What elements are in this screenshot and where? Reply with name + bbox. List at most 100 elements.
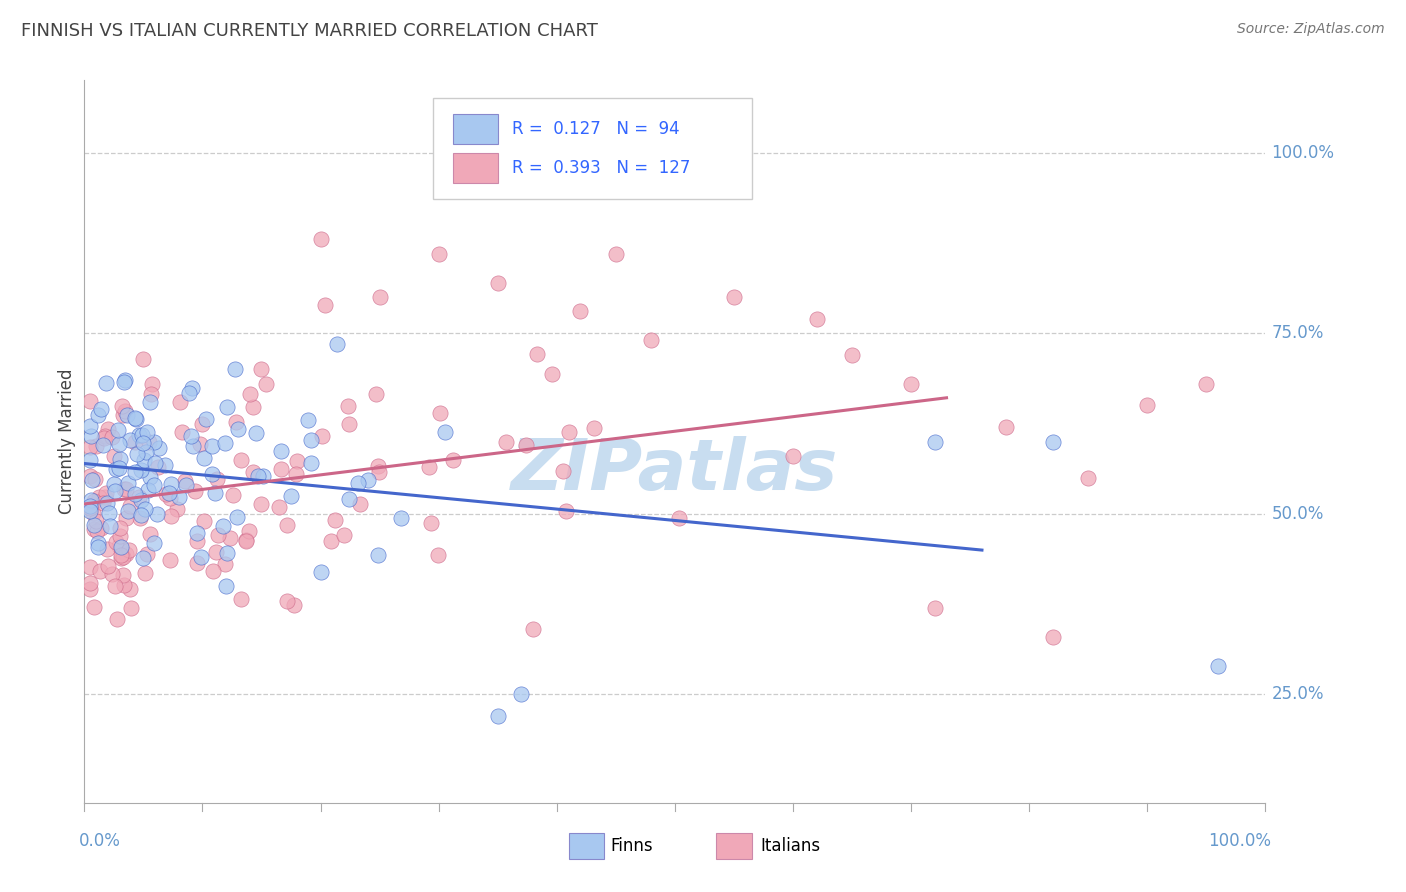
Point <box>180 429 202 443</box>
Point <box>97 558 120 573</box>
Point <box>551 464 574 478</box>
Point <box>120 499 142 513</box>
Point <box>129 463 152 477</box>
Point <box>148 441 170 455</box>
Point <box>270 462 292 476</box>
Point <box>280 489 302 503</box>
Point <box>129 511 152 525</box>
Point <box>120 601 142 615</box>
Point <box>101 430 124 444</box>
Point <box>1206 658 1229 673</box>
Point <box>143 456 166 470</box>
Point <box>309 232 332 246</box>
Point <box>91 496 114 510</box>
Point <box>522 623 544 637</box>
Point <box>153 458 176 473</box>
Text: Source: ZipAtlas.com: Source: ZipAtlas.com <box>1237 22 1385 37</box>
Point <box>110 548 132 562</box>
Point <box>222 488 245 502</box>
Point <box>111 399 134 413</box>
Point <box>134 566 156 580</box>
Point <box>105 462 128 476</box>
Point <box>159 491 181 505</box>
Point <box>226 422 249 436</box>
Point <box>129 508 152 522</box>
Point <box>83 600 105 615</box>
Point <box>367 466 389 480</box>
Point <box>326 336 349 351</box>
Point <box>91 438 114 452</box>
Point <box>118 543 141 558</box>
Point <box>806 311 828 326</box>
Point <box>301 456 323 470</box>
Point <box>188 436 211 450</box>
Point <box>723 290 745 304</box>
Point <box>515 438 537 452</box>
Point <box>640 334 662 348</box>
Point <box>366 387 388 401</box>
Point <box>80 493 103 508</box>
Text: 100.0%: 100.0% <box>1271 144 1334 161</box>
Point <box>347 476 370 491</box>
Point <box>235 534 257 549</box>
Point <box>105 612 128 626</box>
Point <box>139 527 162 541</box>
Point <box>249 362 271 376</box>
Point <box>285 467 308 481</box>
Text: R =  0.127   N =  94: R = 0.127 N = 94 <box>512 120 679 137</box>
Point <box>169 490 191 504</box>
Point <box>193 450 215 465</box>
Point <box>252 468 274 483</box>
Point <box>112 578 135 592</box>
Point <box>204 485 226 500</box>
Point <box>103 477 125 491</box>
Point <box>356 474 378 488</box>
Point <box>83 517 105 532</box>
Point <box>115 483 138 497</box>
Point <box>270 444 292 458</box>
Point <box>250 497 273 511</box>
Point <box>89 564 111 578</box>
Point <box>558 425 581 439</box>
Point <box>79 394 101 409</box>
Point <box>98 506 121 520</box>
Point <box>117 475 139 490</box>
Point <box>1136 398 1159 412</box>
Point <box>143 478 166 492</box>
Point <box>441 453 464 467</box>
Point <box>169 395 191 409</box>
Point <box>311 429 333 443</box>
Point <box>105 535 128 549</box>
Point <box>498 174 520 188</box>
Point <box>214 557 236 571</box>
Point <box>276 517 298 532</box>
Text: 100.0%: 100.0% <box>1208 831 1271 850</box>
Point <box>124 487 146 501</box>
Point <box>79 504 101 518</box>
Point <box>668 510 690 524</box>
Point <box>124 465 146 479</box>
Point <box>900 376 922 391</box>
Point <box>86 541 108 555</box>
Point <box>486 709 509 723</box>
Point <box>110 541 132 555</box>
Point <box>215 401 238 415</box>
Point <box>139 470 162 484</box>
Point <box>218 531 240 545</box>
Point <box>112 375 135 389</box>
Point <box>79 440 101 454</box>
Point <box>367 548 389 562</box>
Point <box>215 579 238 593</box>
Point <box>90 521 112 535</box>
Point <box>84 472 107 486</box>
Point <box>495 434 517 449</box>
Point <box>160 509 183 524</box>
Point <box>87 408 110 422</box>
Point <box>368 290 391 304</box>
Point <box>107 424 129 438</box>
Point <box>235 533 257 547</box>
Point <box>131 436 153 450</box>
Point <box>114 404 136 418</box>
Point <box>254 377 277 392</box>
Point <box>79 576 101 591</box>
